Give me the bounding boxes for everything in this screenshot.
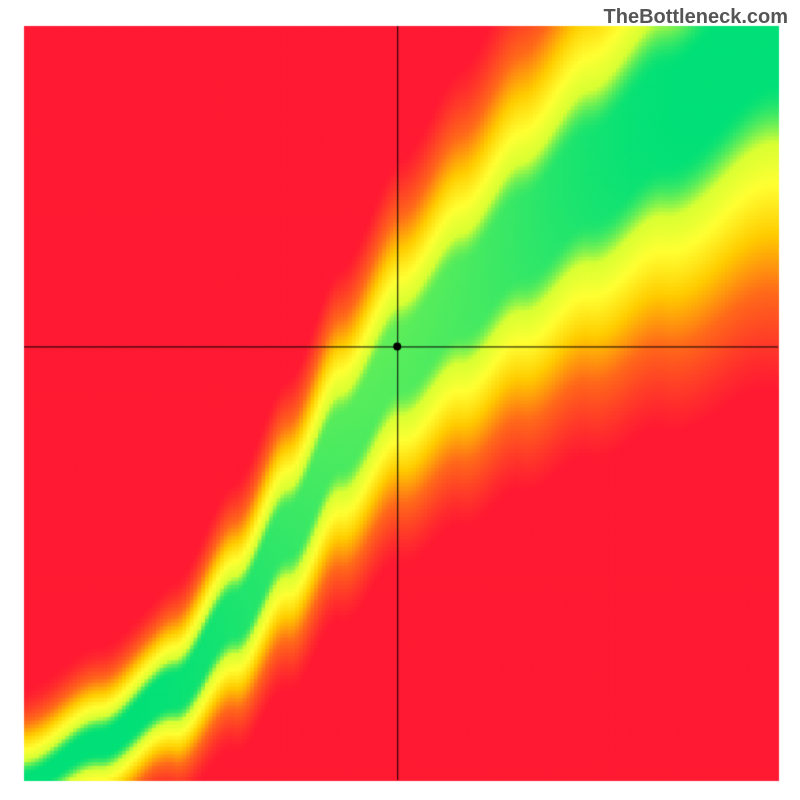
chart-container: TheBottleneck.com bbox=[0, 0, 800, 800]
watermark-text: TheBottleneck.com bbox=[604, 6, 788, 29]
bottleneck-heatmap bbox=[0, 0, 800, 800]
